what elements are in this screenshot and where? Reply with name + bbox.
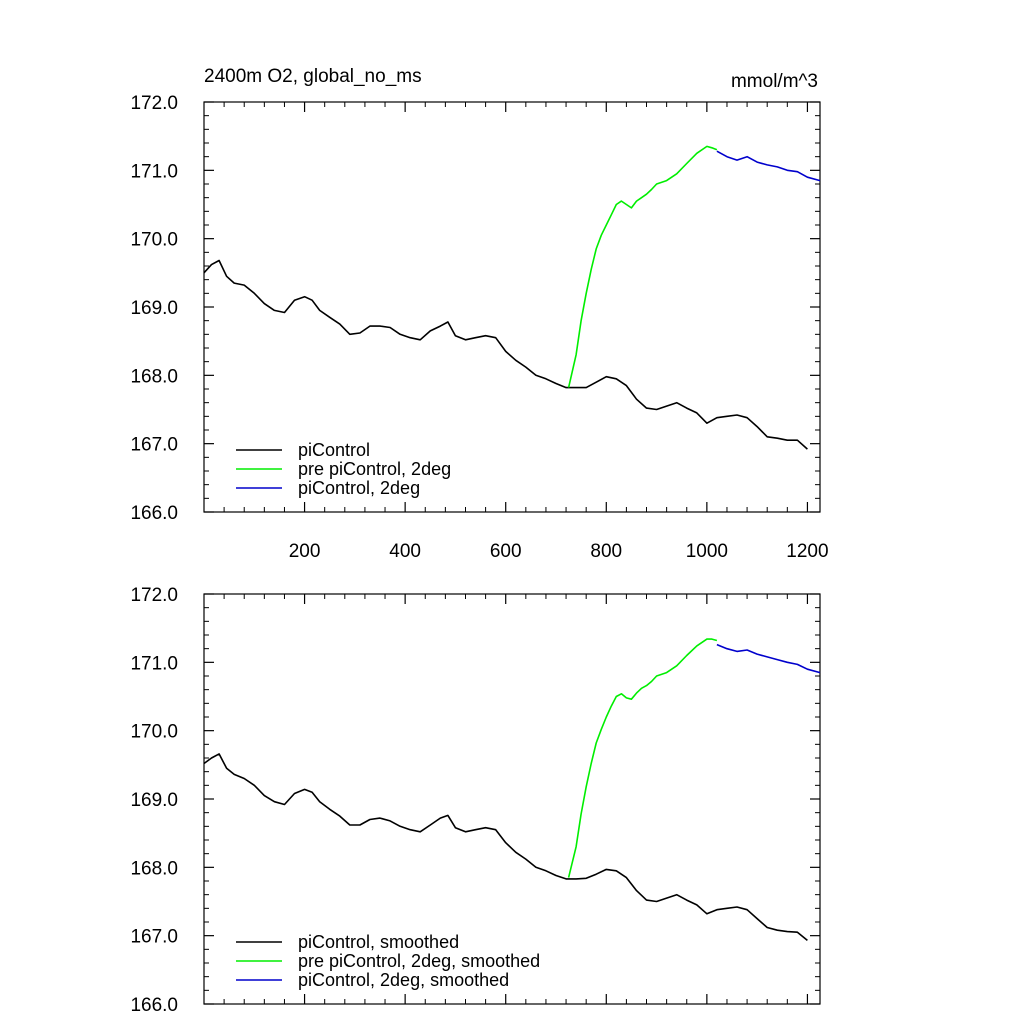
top-panel: 200 400 600 800 1000 1200 166.0 167.0 168.0 169.0…: [130, 93, 828, 562]
bottom-panel: 166.0 167.0 168.0 169.0 170.0 171.0 172.0 piCon…: [130, 585, 821, 1016]
y-tick-label: 171.0: [130, 653, 178, 674]
y-tick-label: 169.0: [130, 790, 178, 811]
legend-label: piControl, 2deg, smoothed: [298, 970, 509, 990]
series-line-0: [203, 753, 808, 942]
x-tick-label: 400: [389, 541, 421, 562]
y-tick-label: 166.0: [130, 995, 178, 1016]
y-tick-label: 167.0: [130, 927, 178, 948]
series-line-1: [567, 638, 718, 878]
legend-label: pre piControl, 2deg: [298, 459, 451, 479]
series-line-1: [567, 145, 718, 388]
y-tick-label: 166.0: [130, 503, 178, 524]
y-tick-label: 172.0: [130, 585, 178, 606]
series-line-2: [716, 643, 821, 674]
series-line-0: [203, 259, 808, 450]
x-tick-label: 1000: [686, 541, 728, 562]
y-tick-label: 171.0: [130, 161, 178, 182]
x-tick-label: 1200: [786, 541, 828, 562]
y-tick-label: 168.0: [130, 366, 178, 387]
y-tick-label: 170.0: [130, 722, 178, 743]
y-tick-label: 169.0: [130, 298, 178, 319]
y-tick-label: 170.0: [130, 230, 178, 251]
plot-frame: [203, 593, 821, 1005]
y-tick-label: 172.0: [130, 93, 178, 114]
plot-frame: [203, 101, 821, 513]
x-tick-label: 800: [590, 541, 622, 562]
y-tick-label: 168.0: [130, 858, 178, 879]
x-tick-label: 600: [490, 541, 522, 562]
legend-label: piControl: [298, 440, 370, 460]
series-line-2: [716, 150, 821, 182]
figure-title: 2400m O2, global_no_ms: [204, 66, 422, 87]
legend-label: piControl, 2deg: [298, 478, 420, 498]
units-label: mmol/m^3: [731, 71, 818, 92]
legend-label: piControl, smoothed: [298, 932, 459, 952]
legend-label: pre piControl, 2deg, smoothed: [298, 951, 540, 971]
y-tick-label: 167.0: [130, 435, 178, 456]
x-tick-label: 200: [289, 541, 321, 562]
